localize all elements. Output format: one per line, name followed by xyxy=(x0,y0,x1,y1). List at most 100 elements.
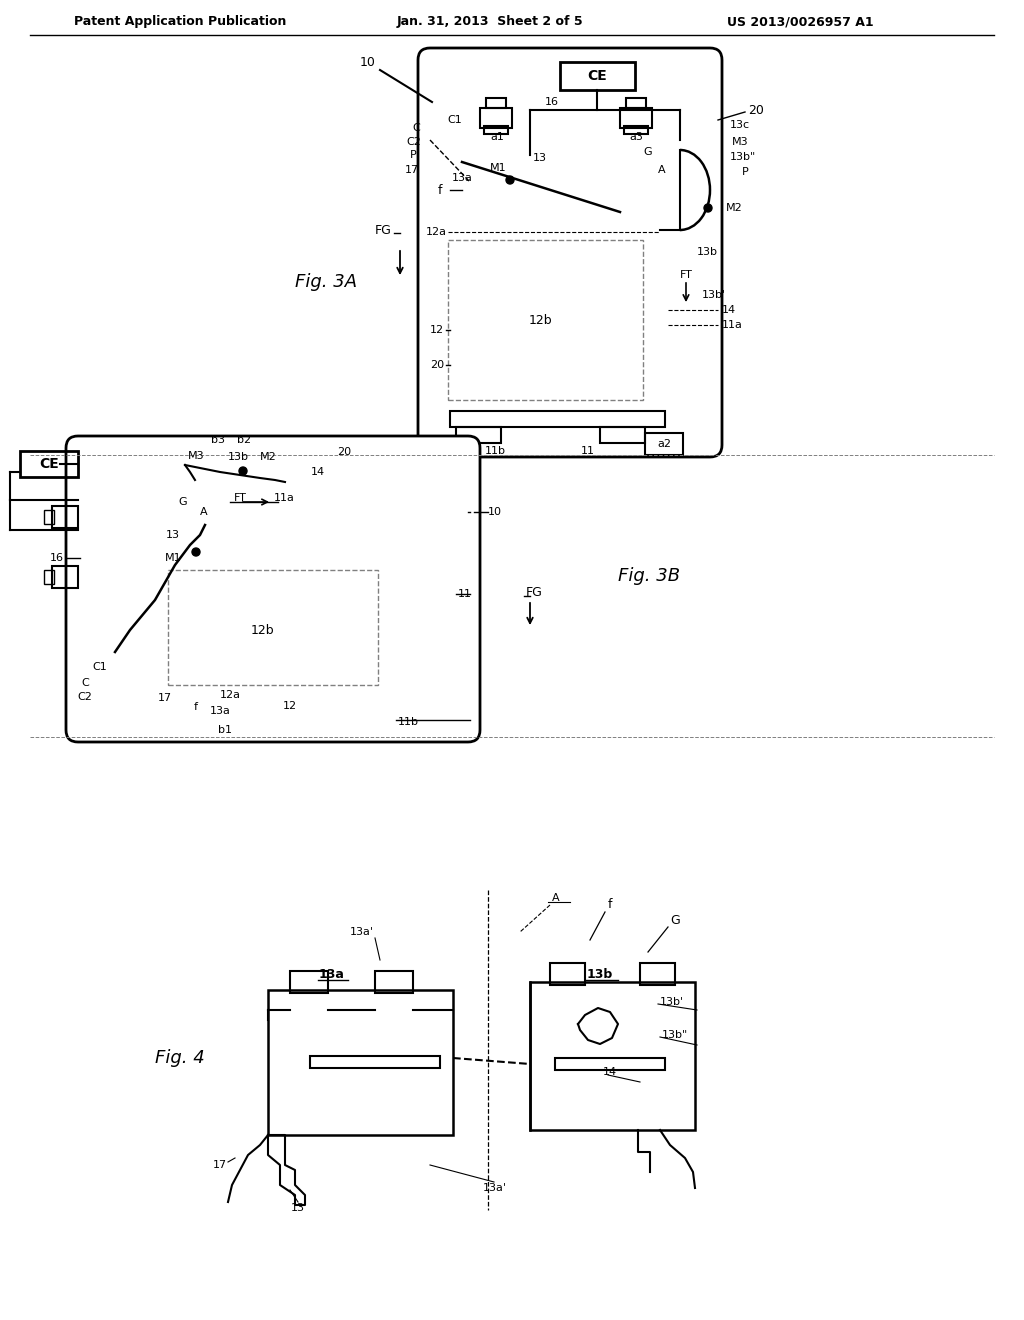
Bar xyxy=(52,506,78,528)
Bar xyxy=(44,510,54,524)
Text: 20: 20 xyxy=(430,360,444,370)
Bar xyxy=(530,982,695,1130)
Text: 13b': 13b' xyxy=(660,997,684,1007)
Text: US 2013/0026957 A1: US 2013/0026957 A1 xyxy=(727,16,873,29)
Text: f: f xyxy=(437,183,442,197)
Text: 16: 16 xyxy=(50,553,63,564)
Bar xyxy=(20,451,78,477)
Text: C1: C1 xyxy=(92,663,106,672)
Text: P: P xyxy=(410,150,417,160)
Text: M3: M3 xyxy=(187,451,205,461)
Text: 13a': 13a' xyxy=(350,927,374,937)
Text: 13b: 13b xyxy=(587,969,613,982)
Text: 13b": 13b" xyxy=(662,1030,688,1040)
Text: a3: a3 xyxy=(629,132,643,143)
Text: CE: CE xyxy=(587,69,607,83)
Text: 13c: 13c xyxy=(730,120,751,129)
Text: 13b: 13b xyxy=(227,451,249,462)
Text: 17: 17 xyxy=(213,1160,227,1170)
Text: CE: CE xyxy=(39,457,58,471)
Text: Jan. 31, 2013  Sheet 2 of 5: Jan. 31, 2013 Sheet 2 of 5 xyxy=(396,16,584,29)
Text: G: G xyxy=(178,498,187,507)
Bar xyxy=(375,972,413,993)
Text: 16: 16 xyxy=(545,96,559,107)
Bar xyxy=(624,125,648,135)
Text: C: C xyxy=(412,123,420,133)
Text: Fig. 4: Fig. 4 xyxy=(155,1049,205,1067)
Text: FT: FT xyxy=(680,271,692,280)
Text: Patent Application Publication: Patent Application Publication xyxy=(74,16,286,29)
Text: a2: a2 xyxy=(657,440,671,449)
Text: 13a: 13a xyxy=(452,173,472,183)
Bar xyxy=(640,964,675,985)
Text: 20: 20 xyxy=(337,447,351,457)
Text: 11: 11 xyxy=(581,446,595,455)
Circle shape xyxy=(239,467,247,475)
Text: G: G xyxy=(670,913,680,927)
Text: 14: 14 xyxy=(603,1067,617,1077)
Bar xyxy=(290,972,328,993)
Text: 12: 12 xyxy=(430,325,444,335)
Text: 13: 13 xyxy=(291,1203,305,1213)
Text: P: P xyxy=(742,168,749,177)
FancyBboxPatch shape xyxy=(418,48,722,457)
Text: C1: C1 xyxy=(447,115,463,125)
Bar xyxy=(44,570,54,583)
Text: 10: 10 xyxy=(488,507,502,517)
Text: M3: M3 xyxy=(732,137,749,147)
Text: M2: M2 xyxy=(726,203,742,213)
Text: 20: 20 xyxy=(748,103,764,116)
Text: Fig. 3B: Fig. 3B xyxy=(618,568,680,585)
Circle shape xyxy=(193,548,200,556)
Text: 13a: 13a xyxy=(319,969,345,982)
Text: b2: b2 xyxy=(237,436,251,445)
Text: 12b: 12b xyxy=(250,623,273,636)
Text: 13a: 13a xyxy=(210,706,230,715)
Text: M2: M2 xyxy=(260,451,276,462)
Text: 11: 11 xyxy=(458,589,472,599)
Text: 12a: 12a xyxy=(426,227,447,238)
Text: 14: 14 xyxy=(722,305,736,315)
Text: 12b: 12b xyxy=(528,314,552,326)
Bar xyxy=(620,108,652,128)
Bar xyxy=(645,433,683,455)
Text: 17: 17 xyxy=(158,693,172,704)
FancyBboxPatch shape xyxy=(66,436,480,742)
Text: 13: 13 xyxy=(166,531,180,540)
Text: 14: 14 xyxy=(311,467,325,477)
Bar xyxy=(449,240,643,400)
Bar xyxy=(450,411,665,426)
Text: b1: b1 xyxy=(218,725,232,735)
Bar xyxy=(168,570,378,685)
Circle shape xyxy=(705,205,712,213)
Text: 10: 10 xyxy=(360,55,376,69)
Bar xyxy=(600,426,645,444)
Text: C2: C2 xyxy=(407,137,422,147)
Bar xyxy=(550,964,585,985)
Bar xyxy=(456,426,501,444)
Text: 11a: 11a xyxy=(722,319,742,330)
Text: C2: C2 xyxy=(78,692,92,702)
Text: A: A xyxy=(552,894,560,903)
Text: 11a: 11a xyxy=(273,492,295,503)
Text: M1: M1 xyxy=(489,162,506,173)
Bar xyxy=(626,98,646,108)
Text: 13b': 13b' xyxy=(702,290,726,300)
Text: 12: 12 xyxy=(283,701,297,711)
Bar xyxy=(310,1056,440,1068)
Text: C: C xyxy=(81,678,89,688)
Bar xyxy=(560,62,635,90)
Text: b3: b3 xyxy=(211,436,225,445)
Text: f: f xyxy=(608,899,612,912)
Text: 12a: 12a xyxy=(219,690,241,700)
Bar xyxy=(486,98,506,108)
Bar xyxy=(52,566,78,587)
Text: 11b: 11b xyxy=(398,717,419,727)
Text: f: f xyxy=(194,702,198,711)
Bar xyxy=(480,108,512,128)
Text: FT: FT xyxy=(233,492,247,503)
Bar xyxy=(268,990,453,1135)
Text: FG: FG xyxy=(375,223,392,236)
Bar xyxy=(555,1059,665,1071)
Text: 17: 17 xyxy=(404,165,419,176)
